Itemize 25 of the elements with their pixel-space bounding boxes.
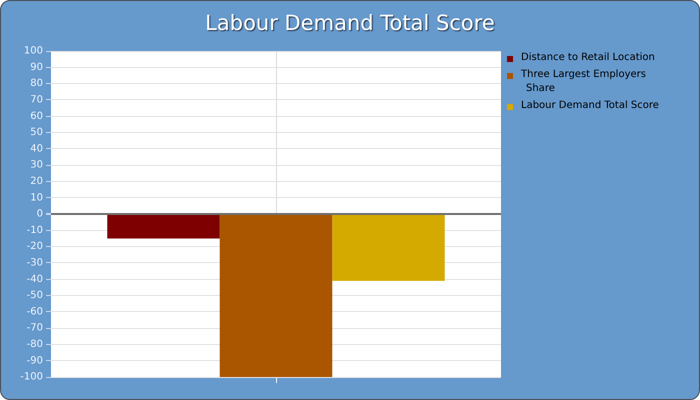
y-tick-label: -50 — [26, 290, 43, 302]
chart-title: Labour Demand Total Score — [204, 10, 496, 36]
legend-label: Three Largest Employers Share — [521, 68, 647, 96]
legend-label: Labour Demand Total Score — [521, 99, 659, 113]
y-tick-label: -20 — [26, 241, 43, 252]
y-tick-label: -80 — [26, 338, 43, 350]
legend-label: Distance to Retail Location — [521, 51, 655, 65]
y-tick-label: 100 — [24, 46, 43, 57]
y-tick-label: 30 — [30, 160, 43, 171]
y-tick-label: 10 — [30, 192, 43, 204]
y-tick-label: 20 — [30, 176, 43, 187]
y-tick-label: -60 — [26, 306, 43, 318]
y-tick-label: 70 — [30, 94, 43, 106]
y-tick-label: 60 — [30, 110, 43, 122]
y-tick-label: -90 — [26, 355, 43, 366]
y-tick-label: 0 — [36, 208, 43, 220]
y-tick-label: 80 — [30, 78, 43, 90]
y-tick-label: -30 — [26, 257, 43, 268]
y-tick-label: 50 — [30, 127, 43, 138]
y-tick-label: -10 — [26, 224, 43, 236]
y-tick-label: -100 — [20, 372, 43, 383]
y-tick-label: 40 — [30, 143, 43, 154]
y-tick-label: -70 — [26, 322, 43, 334]
y-tick-label: -40 — [26, 274, 43, 285]
y-tick-label: 90 — [30, 62, 43, 73]
